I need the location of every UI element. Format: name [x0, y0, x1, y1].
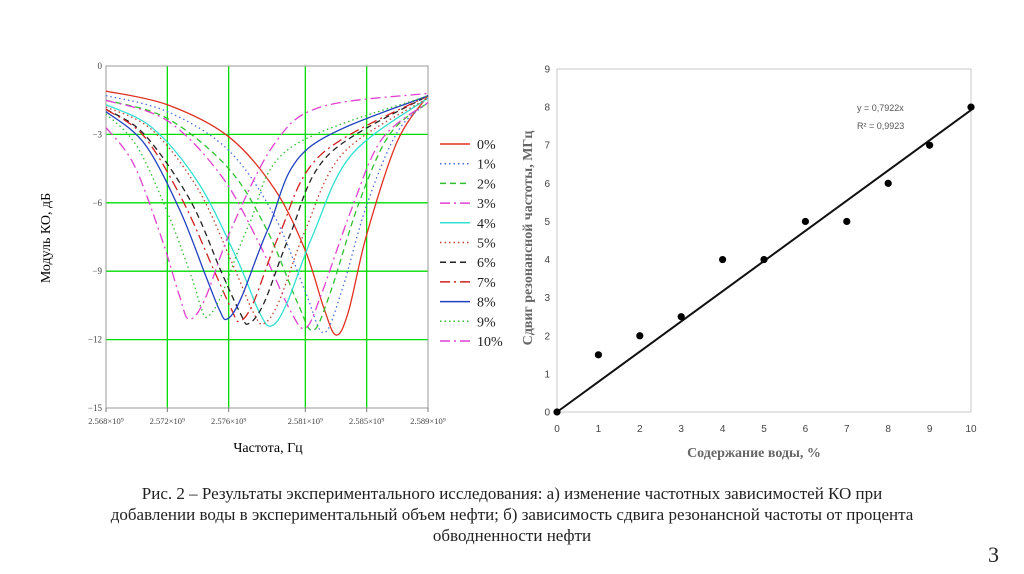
chart-b-y-tick-label: 6	[544, 179, 550, 190]
chart-b-x-tick-label: 3	[678, 424, 684, 435]
chart-b-y-tick-label: 0	[544, 408, 550, 419]
chart-a-ticks: 2.568×10⁹ 2.572×10⁹ 2.576×10⁹ 2.581×10⁹ 2.58…	[88, 61, 446, 426]
chart-b-y-tick-label: 2	[544, 331, 550, 342]
chart-b-y-tick-label: 4	[544, 255, 550, 266]
chart-b-points	[553, 103, 975, 416]
chart-b-y-tick-label: 9	[544, 65, 550, 76]
chart-a-x-tick-label: 2.576×10⁹	[211, 416, 246, 426]
legend-label-9%: 9%	[477, 315, 496, 330]
series-line-8%	[105, 95, 429, 321]
chart-b-x-tick-label: 1	[596, 424, 602, 435]
legend-label-4%: 4%	[477, 217, 496, 232]
chart-b-y-axis-label: Сдвиг резонансной частоты, МГц	[521, 131, 536, 346]
chart-b-frame	[556, 68, 972, 413]
chart-b-x-tick-label: 5	[761, 424, 767, 435]
trendline-equation: y = 0,7922x	[857, 103, 904, 113]
data-point	[677, 313, 685, 321]
page-number: 3	[988, 542, 999, 567]
chart-a-frame	[105, 65, 429, 409]
chart-b-y-tick-label: 1	[544, 369, 550, 380]
frequency-response-chart: Модуль КО, дБ Частота, Гц 2.568×10⁹ 2.572…	[39, 61, 503, 456]
chart-b-x-tick-label: 4	[720, 424, 726, 435]
data-point	[719, 255, 727, 264]
chart-a-plot-border	[105, 65, 429, 409]
series-line-10%	[105, 92, 429, 320]
figure-caption: Рис. 2 – Результаты экспериментального и…	[110, 484, 914, 545]
series-line-4%	[105, 97, 429, 327]
chart-a-y-axis-label: Модуль КО, дБ	[39, 193, 54, 283]
chart-a-y-tick-label: −3	[92, 129, 102, 139]
series-line-0%	[105, 90, 429, 336]
chart-b-x-tick-label: 2	[637, 424, 643, 435]
chart-b-y-tick-label: 8	[544, 103, 550, 114]
chart-b-ticks: 0 1 2 3 4 5 6 7 8 9 10 0 1 2 3 4 5 6 7 8 9	[544, 65, 977, 436]
series-line-6%	[105, 95, 429, 325]
data-point	[553, 408, 561, 416]
legend-label-7%: 7%	[477, 276, 496, 291]
data-point	[594, 351, 602, 359]
data-point	[926, 141, 934, 149]
data-point	[843, 217, 851, 226]
series-line-3%	[105, 99, 429, 330]
data-point	[967, 103, 975, 111]
data-point	[801, 217, 809, 226]
chart-a-y-tick-label: −12	[88, 335, 102, 345]
legend-label-8%: 8%	[477, 296, 496, 311]
legend-label-2%: 2%	[477, 177, 496, 192]
trendline-r-squared: R² = 0,9923	[857, 121, 904, 131]
data-point	[884, 179, 892, 187]
chart-b-x-tick-label: 6	[803, 424, 809, 435]
chart-a-series	[105, 90, 429, 336]
resonance-shift-chart: Сдвиг резонансной частоты, МГц Содержани…	[521, 65, 977, 462]
data-point	[760, 255, 768, 264]
chart-a-x-tick-label: 2.585×10⁹	[349, 416, 384, 426]
chart-b-y-tick-label: 7	[544, 141, 550, 152]
chart-b-x-tick-label: 0	[554, 424, 560, 435]
legend-label-3%: 3%	[477, 197, 496, 212]
chart-a-x-axis-label: Частота, Гц	[233, 441, 303, 456]
chart-b-y-tick-label: 3	[544, 293, 550, 304]
chart-b-plot-border	[556, 68, 972, 413]
legend-label-10%: 10%	[477, 335, 503, 350]
chart-a-y-tick-label: −15	[88, 403, 103, 413]
legend-label-0%: 0%	[477, 138, 496, 153]
chart-b-y-tick-label: 5	[544, 217, 550, 228]
chart-a-x-tick-label: 2.572×10⁹	[150, 416, 185, 426]
chart-b-x-axis-label: Содержание воды, %	[687, 446, 821, 461]
chart-b-x-tick-label: 7	[844, 424, 850, 435]
chart-a-x-tick-label: 2.589×10⁹	[410, 416, 445, 426]
legend-label-1%: 1%	[477, 158, 496, 173]
series-line-2%	[105, 99, 429, 332]
chart-b-x-tick-label: 10	[965, 424, 977, 435]
chart-a-y-tick-label: 0	[98, 61, 103, 71]
chart-a-y-tick-label: −9	[92, 266, 102, 276]
series-line-5%	[105, 97, 429, 325]
chart-a-y-tick-label: −6	[92, 198, 102, 208]
legend-label-6%: 6%	[477, 256, 496, 271]
chart-b-x-tick-label: 9	[927, 424, 933, 435]
series-line-9%	[105, 95, 429, 318]
legend-label-5%: 5%	[477, 237, 496, 252]
chart-a-legend: 0% 1% 2% 3% 4% 5% 6% 7% 8% 9% 10%	[440, 138, 503, 350]
chart-a-x-tick-label: 2.581×10⁹	[288, 416, 323, 426]
chart-b-x-tick-label: 8	[885, 424, 891, 435]
series-line-7%	[105, 95, 429, 323]
data-point	[636, 332, 644, 340]
chart-a-grid	[106, 66, 428, 408]
chart-a-x-tick-label: 2.568×10⁹	[88, 416, 123, 426]
